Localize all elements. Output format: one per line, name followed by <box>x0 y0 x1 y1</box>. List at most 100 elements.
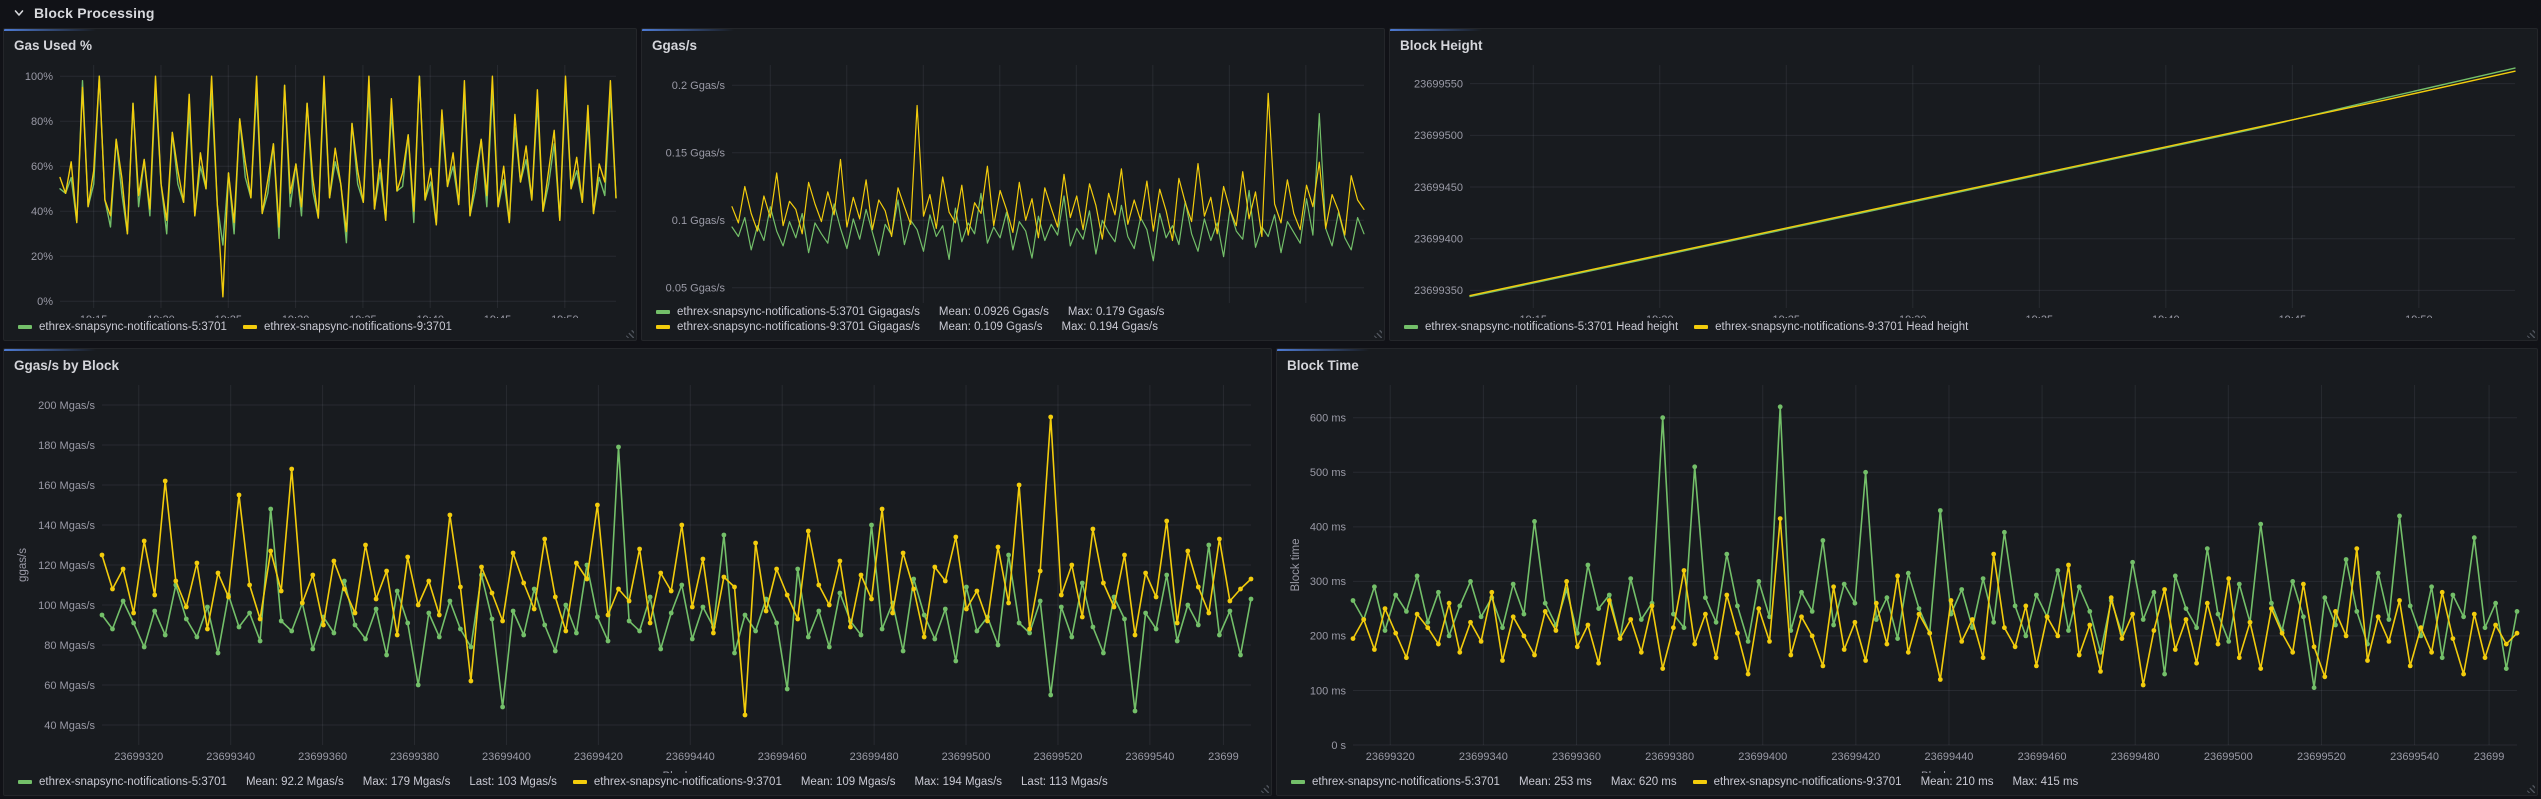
panel-resize-handle[interactable] <box>1372 328 1382 338</box>
data-point <box>1436 641 1441 647</box>
data-point <box>879 626 885 632</box>
x-tick-label: 19:25 <box>1773 314 1801 318</box>
x-tick-label: 19:45 <box>2279 314 2307 318</box>
y-tick-label: 23699550 <box>1414 78 1463 90</box>
data-point <box>679 522 685 528</box>
data-point <box>2471 611 2477 617</box>
legend-item[interactable]: ethrex-snapsync-notifications-9:3701 Mean… <box>572 776 1108 788</box>
data-point <box>2343 633 2349 639</box>
data-point <box>510 608 516 614</box>
legend-swatch-icon <box>1694 325 1709 329</box>
panel-header[interactable]: Gas Used % <box>14 33 626 57</box>
data-point <box>1048 692 1054 698</box>
data-point <box>1468 619 1473 625</box>
legend-swatch-icon <box>656 325 670 329</box>
legend-label[interactable]: ethrex-snapsync-notifications-9:3701 Hea… <box>1715 321 1969 333</box>
panel-title: Block Height <box>1400 37 1483 53</box>
chart-block-height[interactable]: 23699350 23699400 23699450 23699500 23699550… <box>1400 57 2527 318</box>
data-point <box>953 534 959 540</box>
chart-ggas-s[interactable]: 0.05 Ggas/s 0.1 Ggas/s 0.15 Ggas/s 0.2 Ggas… <box>652 57 1374 303</box>
data-point <box>837 558 843 564</box>
data-point <box>2450 636 2456 641</box>
x-tick-label: 23699440 <box>1924 751 1973 763</box>
data-point <box>879 506 885 512</box>
legend-item[interactable]: ethrex-snapsync-notifications-5:3701 Hea… <box>1404 321 1678 333</box>
legend: ethrex-snapsync-notifications-5:3701 Mean… <box>14 773 1261 789</box>
panel-resize-handle[interactable] <box>2525 328 2535 338</box>
data-point <box>2493 600 2498 606</box>
legend-item[interactable]: ethrex-snapsync-notifications-9:3701 Gig… <box>656 321 1158 333</box>
panel-resize-handle[interactable] <box>1259 783 1269 793</box>
legend-label[interactable]: ethrex-snapsync-notifications-9:3701 <box>593 776 782 788</box>
panel-block-height: Block Height 23699350 23699400 23699450 236… <box>1389 28 2538 341</box>
chart-ggas-by-block[interactable]: 40 Mgas/s 60 Mgas/s 80 Mgas/s 100 Mgas/s 120… <box>14 377 1261 773</box>
data-point <box>1532 652 1537 658</box>
panel-header[interactable]: Block Height <box>1400 33 2527 57</box>
panel-ggas-s: Ggas/s 0.05 Ggas/s 0.1 Ggas/s 0.15 Ggas/s 0… <box>641 28 1385 341</box>
data-point <box>2429 584 2434 590</box>
legend-label[interactable]: ethrex-snapsync-notifications-5:3701 Gig… <box>677 306 920 318</box>
chart-svg-gas-used: 0% 20% 40% 60% 80% 100% 19:15 19:20 19:25 19:30 19… <box>25 65 617 318</box>
data-point <box>1820 538 1826 543</box>
legend-item[interactable]: ethrex-snapsync-notifications-5:3701 <box>18 321 227 333</box>
data-point <box>2194 660 2199 666</box>
data-point <box>489 590 495 596</box>
legend-label[interactable]: ethrex-snapsync-notifications-9:3701 Gig… <box>677 321 920 333</box>
legend-label[interactable]: ethrex-snapsync-notifications-5:3701 Hea… <box>1425 321 1679 333</box>
data-point <box>1153 626 1159 632</box>
data-point <box>141 644 147 650</box>
data-point <box>2108 595 2114 601</box>
data-point <box>2322 595 2328 601</box>
data-point <box>1574 644 1580 650</box>
legend-label[interactable]: ethrex-snapsync-notifications-5:3701 <box>39 321 227 333</box>
legend-item[interactable]: ethrex-snapsync-notifications-9:3701 <box>242 321 452 333</box>
x-tick-label: 19:30 <box>1899 314 1927 318</box>
data-point <box>2226 639 2232 644</box>
x-tick-label: 23699540 <box>2390 751 2439 763</box>
data-point <box>1521 633 1527 639</box>
data-point <box>1703 595 1708 601</box>
data-point <box>2290 579 2296 584</box>
x-tick-label: 19:25 <box>215 314 243 318</box>
data-point <box>1090 526 1096 532</box>
data-point <box>2450 592 2456 598</box>
data-point <box>426 610 432 616</box>
legend-item[interactable]: ethrex-snapsync-notifications-5:3701 Mean… <box>1291 776 1677 788</box>
legend-item[interactable]: ethrex-snapsync-notifications-9:3701 Hea… <box>1694 321 1968 333</box>
legend-item[interactable]: ethrex-snapsync-notifications-5:3701 Gig… <box>656 306 1164 318</box>
data-point <box>1809 633 1815 639</box>
legend-item[interactable]: ethrex-snapsync-notifications-5:3701 Mean… <box>18 776 557 788</box>
legend-label[interactable]: ethrex-snapsync-notifications-5:3701 <box>39 776 227 788</box>
legend-item[interactable]: ethrex-snapsync-notifications-9:3701 Mean… <box>1692 776 2078 788</box>
panel-header[interactable]: Ggas/s by Block <box>14 353 1261 377</box>
legend-stat: Mean: 0.109 Ggas/s <box>938 321 1043 333</box>
data-point <box>373 606 379 612</box>
data-point <box>1671 625 1676 631</box>
panel-header[interactable]: Ggas/s <box>652 33 1374 57</box>
legend-label[interactable]: ethrex-snapsync-notifications-9:3701 <box>263 321 452 333</box>
data-point <box>1585 622 1591 628</box>
data-point <box>352 610 358 616</box>
y-axis-title: Block time <box>1290 538 1302 591</box>
row-header-block-processing[interactable]: Block Processing <box>0 0 2541 26</box>
data-point <box>2130 611 2135 617</box>
legend-label[interactable]: ethrex-snapsync-notifications-9:3701 <box>1713 776 1902 788</box>
chart-block-time[interactable]: 0 s 100 ms 200 ms 300 ms 400 ms 500 ms 600 ms 2… <box>1287 377 2527 773</box>
chart-gas-used[interactable]: 0% 20% 40% 60% 80% 100% 19:15 19:20 19:25 19:30 19… <box>14 57 626 318</box>
panel-resize-handle[interactable] <box>624 328 634 338</box>
panel-header[interactable]: Block Time <box>1287 353 2527 377</box>
data-point <box>1457 603 1463 609</box>
data-point <box>521 632 527 638</box>
data-point <box>1777 516 1783 521</box>
legend-label[interactable]: ethrex-snapsync-notifications-5:3701 <box>1312 776 1500 788</box>
data-point <box>289 466 295 472</box>
data-point <box>1217 632 1222 638</box>
data-point <box>1884 641 1890 647</box>
panel-resize-handle[interactable] <box>2525 783 2535 793</box>
data-point <box>552 648 558 654</box>
data-point <box>2215 611 2221 617</box>
data-point <box>321 622 326 628</box>
data-point <box>1884 595 1890 601</box>
x-tick-label: 23699420 <box>1831 751 1880 763</box>
data-point <box>257 616 263 622</box>
